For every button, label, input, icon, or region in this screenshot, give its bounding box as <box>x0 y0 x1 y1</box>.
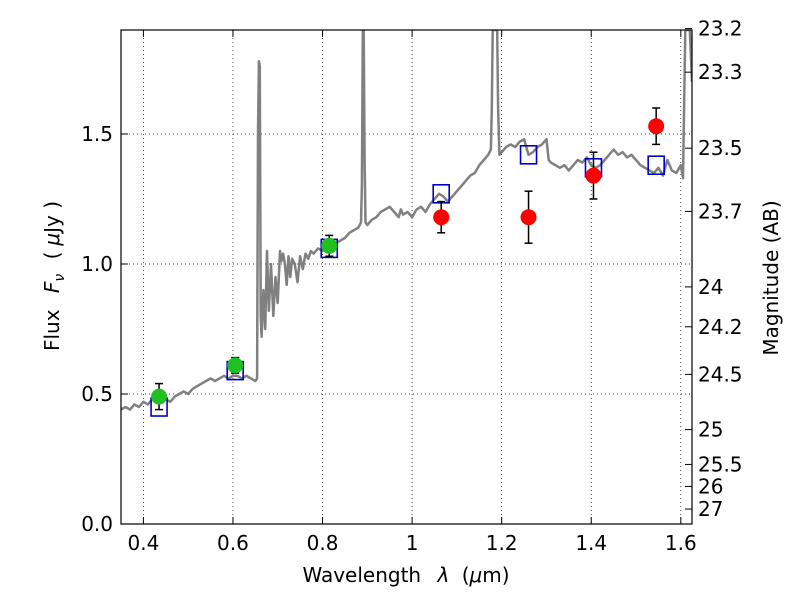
model-square-marker <box>647 155 665 175</box>
y-axis-title-text: Flux <box>40 309 64 351</box>
y-axis-title-symbol: F <box>40 281 64 293</box>
y-tick-label: 0.5 <box>81 382 113 406</box>
magnitude-tick-label: 23.7 <box>698 199 743 223</box>
magnitude-tick-label: 24 <box>698 275 723 299</box>
data-point <box>648 118 665 135</box>
gridlines <box>121 30 692 525</box>
x-axis-title-unit-rest: m) <box>482 563 509 587</box>
x-tick-label: 1 <box>406 531 419 555</box>
magnitude-tick-label: 27 <box>698 497 723 521</box>
spectrum-series <box>121 30 692 411</box>
x-tick-label: 0.8 <box>307 531 339 555</box>
x-axis-title-text: Wavelength <box>302 563 421 587</box>
magnitude-tick-label: 25.5 <box>698 452 743 476</box>
data-point <box>227 357 244 374</box>
model-square-marker <box>519 145 538 165</box>
magnitude-tick-label: 23.2 <box>698 17 743 41</box>
magnitude-tick-label: 23.3 <box>698 60 743 84</box>
x-axis-title-symbol: λ <box>436 563 449 587</box>
x-axis-title-unit-mu: μ <box>469 563 483 587</box>
x-tick-label: 0.6 <box>217 531 249 555</box>
y-axis-title-unit-open: ( <box>40 252 64 260</box>
observed-points <box>151 107 665 411</box>
x-axis-title-unit-open: ( <box>462 563 470 587</box>
magnitude-tick-label: 24.2 <box>698 315 743 339</box>
data-point <box>151 388 168 405</box>
magnitude-tick-label: 26 <box>698 474 723 498</box>
axis-tick-labels: 0.4 0.6 0.8 1 1.2 1.4 1.6 0.0 0.5 1.0 1.5 23.2 23.3 2… <box>81 17 742 555</box>
data-point <box>321 237 338 254</box>
axis-ticks <box>121 28 692 525</box>
data-point <box>433 209 450 226</box>
y-tick-label: 1.5 <box>81 122 113 146</box>
y-axis-title-subscript: ν <box>52 274 68 282</box>
data-point <box>520 209 537 226</box>
x-tick-label: 1.4 <box>575 531 607 555</box>
x-tick-label: 1.6 <box>665 531 697 555</box>
magnitude-tick-label: 25 <box>698 418 723 442</box>
model-points <box>150 145 665 417</box>
right-axis-title: Magnitude (AB) <box>759 200 783 355</box>
x-tick-label: 1.2 <box>486 531 518 555</box>
y-tick-label: 1.0 <box>81 252 113 276</box>
x-axis-title: Wavelength λ (μm) <box>302 563 509 587</box>
y-axis-title-unit-mu: μ <box>40 233 64 247</box>
y-tick-label: 0.0 <box>81 512 113 536</box>
magnitude-tick-label: 24.5 <box>698 362 743 386</box>
data-point <box>585 167 602 184</box>
magnitude-tick-label: 23.5 <box>698 136 743 160</box>
spectrum-line <box>121 30 692 411</box>
y-axis-title-unit-rest: Jy ) <box>40 201 64 235</box>
y-axis-title: Flux Fν ( μJy ) <box>40 201 69 351</box>
x-tick-label: 0.4 <box>127 531 159 555</box>
plot-frame <box>120 29 693 525</box>
